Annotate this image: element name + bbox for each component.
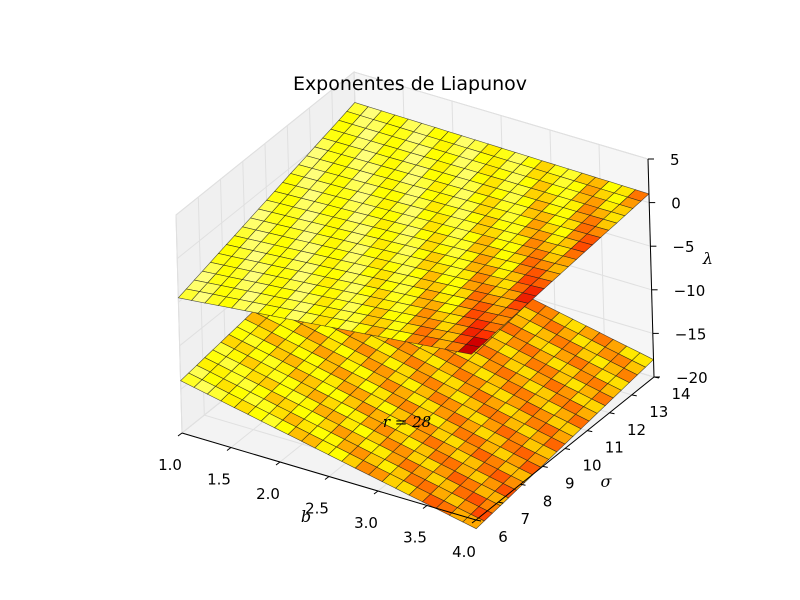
y-tick-label: 10 [582, 457, 601, 475]
y-tick-label: 13 [649, 403, 668, 421]
y-tick-label: 11 [605, 439, 624, 457]
z-tick-label: 0 [671, 195, 681, 213]
y-tick [498, 501, 504, 504]
y-tick-label: 8 [543, 492, 553, 510]
grid-line [175, 71, 649, 216]
y-tick-label: 12 [627, 421, 646, 439]
x-tick-label: 2.0 [256, 485, 280, 503]
x-tick-label: 3.5 [403, 529, 427, 547]
x-tick-label: 1.5 [207, 471, 231, 489]
surface-patch [457, 344, 481, 355]
z-axis-label: λ [702, 249, 713, 268]
x-tick-label: 3.0 [354, 514, 378, 532]
y-tick-label: 7 [520, 510, 530, 528]
z-tick-label: −15 [675, 325, 707, 343]
y-tick-label: 9 [565, 474, 575, 492]
x-tick [275, 461, 281, 466]
y-tick [631, 394, 637, 397]
y-tick-label: 14 [671, 385, 690, 403]
y-tick [609, 412, 615, 415]
y-tick [520, 483, 526, 486]
x-tick-label: 4.0 [452, 543, 476, 561]
chart-title: Exponentes de Liapunov [293, 73, 527, 95]
z-tick-label: −10 [674, 282, 706, 300]
x-tick-label: 1.0 [158, 456, 182, 474]
z-tick-label: −5 [672, 238, 694, 256]
x-axis-label: b [301, 507, 311, 526]
x-tick [226, 447, 232, 451]
y-tick [587, 430, 593, 433]
x-tick [471, 519, 477, 524]
x-tick [177, 432, 183, 437]
x-tick-label: 2.5 [305, 500, 329, 518]
z-axis-line [647, 158, 655, 378]
x-tick [373, 490, 379, 495]
surface-upper [177, 102, 650, 355]
y-tick-label: 6 [498, 528, 508, 546]
y-tick [564, 448, 571, 450]
x-tick [422, 505, 428, 509]
y-tick [475, 519, 482, 522]
surfaces [177, 102, 655, 530]
x-tick [324, 476, 330, 480]
y-axis-label: σ [601, 472, 613, 491]
y-tick [542, 465, 548, 468]
z-tick-label: 5 [670, 151, 680, 169]
z-tick-label: −20 [676, 369, 708, 387]
annotation-label: r = 28 [383, 413, 431, 431]
